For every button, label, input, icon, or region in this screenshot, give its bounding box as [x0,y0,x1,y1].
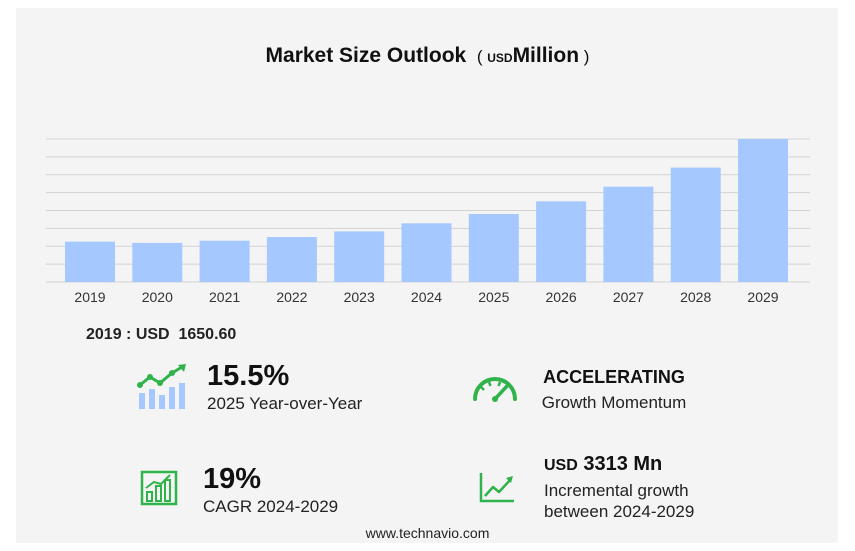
incremental-value: 3313 Mn [583,453,663,475]
x-tick-label-2023: 2023 [344,289,375,305]
x-tick-label-2020: 2020 [142,289,173,305]
bar-2025 [468,214,519,282]
bar-chart: 2019 2020 2021 2022 2023 2024 2025 2026 2027 2028… [46,138,810,305]
title-unit-label: Million [512,44,580,67]
bar-2021 [199,240,250,282]
x-tick-label-2027: 2027 [613,289,644,305]
x-tick-label-2026: 2026 [546,289,577,305]
bar-2027 [603,186,654,282]
bar-2022 [266,237,317,282]
title-close-paren: ) [583,47,590,66]
growth-chart-icon [137,364,186,409]
chart-title: Market Size Outlook ( USDMillion ) [0,44,855,68]
speedometer-icon [473,377,517,402]
x-tick-label-2028: 2028 [680,289,711,305]
bar-2028 [670,167,721,282]
yoy-value: 15.5% [207,360,290,392]
bar-2019 [65,241,115,282]
line-trend-icon [479,473,514,503]
chart-title-main: Market Size Outlook [265,44,467,67]
bar-2024 [401,223,452,282]
bar-growth-icon [140,470,178,506]
x-tick-label-2025: 2025 [478,289,509,305]
incremental-label-line1: Incremental growth [544,481,689,500]
x-tick-label-2021: 2021 [209,289,240,305]
momentum-value: ACCELERATING [543,367,685,387]
cagr-label: CAGR 2024-2029 [203,497,339,516]
base-year-value: 2019 : USD 1650.60 [86,326,237,343]
title-unit: USD [487,51,513,65]
bar-2026 [536,201,587,282]
yoy-label: 2025 Year-over-Year [207,394,363,413]
momentum-label: Growth Momentum [541,393,687,412]
metric-momentum: ACCELERATING Growth Momentum [534,367,694,413]
source-footer: www.technavio.com [365,525,490,541]
metric-incremental: USD 3313 Mn Incremental growth between 2… [544,453,694,522]
x-tick-label-2024: 2024 [411,289,442,305]
bar-2020 [132,242,183,282]
bar-2023 [334,231,385,282]
x-tick-label-2029: 2029 [747,289,778,305]
incremental-label-line2: between 2024-2029 [544,502,695,521]
bar-2029 [738,139,788,282]
incremental-prefix: USD [544,457,578,474]
metric-cagr: 19% CAGR 2024-2029 [203,463,338,517]
bars [65,139,788,282]
metric-yoy: 15.5% 2025 Year-over-Year [207,360,362,414]
x-tick-label-2022: 2022 [276,289,307,305]
cagr-value: 19% [203,463,262,495]
x-tick-label-2019: 2019 [74,289,105,305]
title-open-paren: ( [476,47,483,66]
x-tick-labels: 2019 2020 2021 2022 2023 2024 2025 2026 2027 2028… [74,289,778,305]
